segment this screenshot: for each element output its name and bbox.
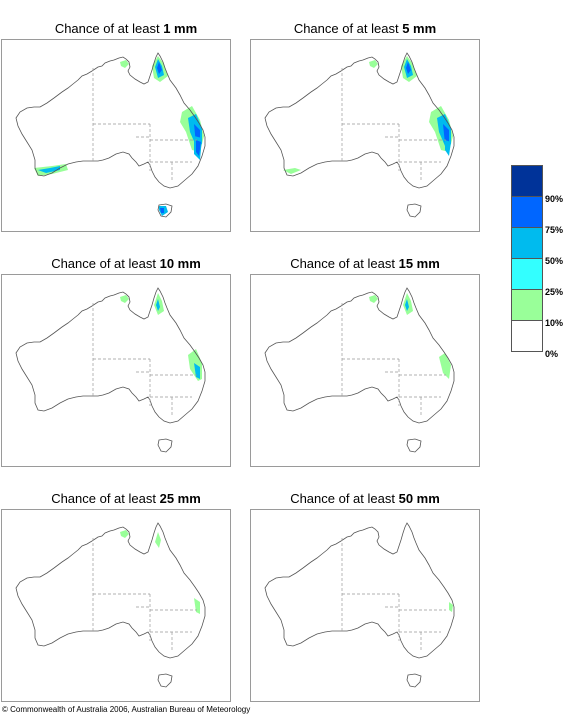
mainland-fill	[265, 288, 454, 423]
probability-region-top-end	[369, 295, 378, 303]
legend-swatch-25	[511, 259, 543, 290]
panel-title-25mm: Chance of at least 25 mm	[11, 491, 241, 507]
title-amount: 5 mm	[402, 21, 437, 36]
tasmania-outline	[157, 673, 173, 688]
australia-map-svg	[15, 52, 206, 218]
title-prefix: Chance of at least	[51, 491, 160, 506]
map-10mm	[1, 274, 231, 467]
legend-label-25: 25%	[545, 287, 564, 297]
state-borders	[92, 303, 197, 415]
probability-region-north-qld-small	[155, 532, 161, 548]
tasmania-outline	[406, 673, 422, 688]
tasmania-outline	[157, 438, 173, 453]
state-borders	[341, 68, 446, 180]
title-amount: 10 mm	[159, 256, 201, 271]
title-amount: 25 mm	[159, 491, 201, 506]
australia-map-svg	[15, 287, 206, 453]
probability-region-east-qld-light	[439, 353, 451, 379]
state-borders	[341, 303, 446, 415]
panel-title-10mm: Chance of at least 10 mm	[11, 256, 241, 272]
tasmania-outline	[406, 438, 422, 453]
australia-map-svg	[264, 522, 455, 688]
probability-region-tas	[160, 208, 164, 213]
map-1mm	[1, 39, 231, 232]
probability-region-south-qld-strong	[196, 140, 201, 156]
legend-label-75: 75%	[545, 225, 564, 235]
legend-label-0: 0%	[545, 349, 559, 359]
probability-region-north-qld	[406, 62, 411, 74]
coastline	[264, 52, 455, 189]
coastline	[15, 287, 206, 424]
title-amount: 1 mm	[163, 21, 198, 36]
probability-region-east-qld-small	[194, 598, 200, 614]
legend-label-90: 90%	[545, 194, 564, 204]
coastline	[264, 522, 455, 659]
australia-map-svg	[264, 287, 455, 453]
probability-region-north-qld	[157, 62, 162, 74]
mainland-fill	[265, 523, 454, 658]
map-25mm	[1, 509, 231, 702]
tasmania-outline	[157, 203, 173, 218]
title-amount: 50 mm	[398, 491, 440, 506]
australia-map-svg	[264, 52, 455, 218]
title-prefix: Chance of at least	[290, 256, 399, 271]
probability-region-south-qld-medium	[445, 140, 451, 156]
copyright-notice: © Commonwealth of Australia 2006, Austra…	[2, 705, 251, 714]
probability-region-top-end	[120, 60, 129, 68]
legend-swatch-0	[511, 321, 543, 352]
title-prefix: Chance of at least	[293, 21, 403, 36]
mainland-fill	[265, 53, 454, 188]
probability-region-top-end	[120, 530, 129, 538]
map-15mm	[250, 274, 480, 467]
probability-region-east-qld-tiny	[449, 602, 453, 612]
tasmania-outline	[406, 203, 422, 218]
map-5mm	[250, 39, 480, 232]
title-prefix: Chance of at least	[54, 21, 164, 36]
legend-swatch-75	[511, 197, 543, 228]
panel-title-50mm: Chance of at least 50 mm	[250, 491, 480, 507]
probability-region-sw-wa-light	[283, 168, 301, 174]
mainland-fill	[16, 288, 205, 423]
panel-title-15mm: Chance of at least 15 mm	[250, 256, 480, 272]
coastline	[15, 52, 206, 189]
legend-swatch-50	[511, 228, 543, 259]
mainland-fill	[16, 523, 205, 658]
state-borders	[92, 538, 197, 650]
title-prefix: Chance of at least	[51, 256, 160, 271]
panel-title-1mm: Chance of at least 1 mm	[11, 21, 241, 37]
title-amount: 15 mm	[398, 256, 440, 271]
legend-swatch-90	[511, 165, 543, 197]
title-prefix: Chance of at least	[290, 491, 399, 506]
legend-label-50: 50%	[545, 256, 564, 266]
map-50mm	[250, 509, 480, 702]
state-borders	[341, 538, 446, 650]
coastline	[264, 287, 455, 424]
legend-swatch-10	[511, 290, 543, 321]
mainland-fill	[16, 53, 205, 188]
probability-region-north-qld-light	[405, 299, 409, 311]
probability-region-sw-wa	[38, 166, 60, 173]
probability-region-north-qld-light	[156, 299, 160, 311]
panel-title-5mm: Chance of at least 5 mm	[250, 21, 480, 37]
coastline	[15, 522, 206, 659]
legend-label-10: 10%	[545, 318, 564, 328]
australia-map-svg	[15, 522, 206, 688]
probability-region-east-qld-medium	[194, 363, 200, 379]
legend	[511, 165, 543, 352]
probability-region-east-qld	[443, 124, 449, 144]
probability-region-top-end	[120, 295, 129, 303]
probability-region-top-end	[369, 60, 378, 68]
state-borders	[92, 68, 197, 180]
